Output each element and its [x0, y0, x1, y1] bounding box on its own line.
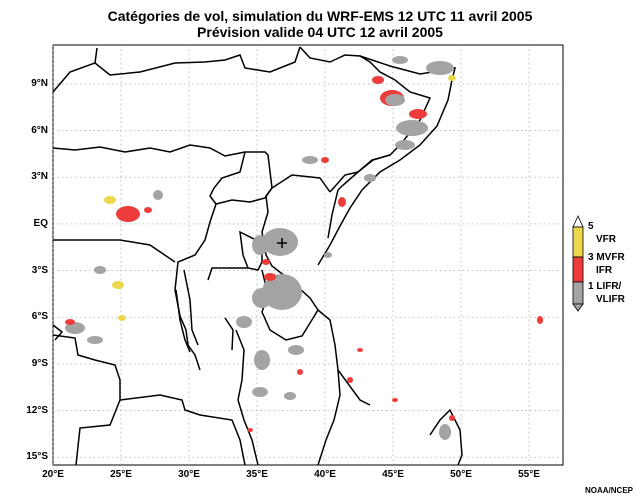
lifr-cell — [364, 174, 376, 182]
credit-label: NOAA/NCEP — [585, 486, 634, 495]
ifr-cell — [247, 428, 253, 432]
madagascar — [429, 408, 463, 466]
latitude-tick-label: 3°S — [31, 264, 48, 276]
mozambique-coast — [317, 369, 341, 466]
longitude-tick-label: 20°E — [42, 469, 64, 480]
lifr-cell — [262, 228, 298, 256]
longitude-tick-label: 45°E — [382, 469, 404, 480]
lifr-cell — [252, 387, 268, 397]
legend-bottom-arrow — [572, 303, 584, 312]
somalia-border — [327, 154, 391, 239]
ifr-cell — [264, 273, 276, 281]
drc-west-border — [53, 239, 176, 263]
legend-colorbar — [572, 215, 584, 312]
legend-top-arrow — [572, 215, 584, 228]
vfr-cell — [118, 315, 126, 321]
lifr-cell — [385, 94, 405, 106]
legend-label-vfr: VFR — [596, 234, 616, 245]
lifr-cell — [288, 345, 304, 355]
latitude-tick-label: 6°N — [31, 124, 48, 136]
lifr-cell — [94, 266, 106, 274]
legend-label-lifr: 1 LIFR/ — [588, 281, 622, 292]
lifr-cell — [254, 350, 270, 370]
ifr-cell — [357, 348, 363, 352]
vfr-cell — [448, 75, 456, 81]
ifr-cell — [144, 207, 152, 213]
east-africa-cells — [236, 228, 543, 440]
legend-label-ifr: IFR — [596, 265, 613, 276]
vfr-cell — [104, 196, 116, 204]
lifr-cell — [262, 274, 302, 310]
location-marker — [277, 238, 287, 248]
legend-label-mvfr: 3 MVFR — [588, 252, 625, 263]
lifr-cell — [439, 424, 451, 440]
legend-lifr-swatch — [572, 281, 584, 305]
lifr-cell — [396, 120, 428, 136]
tanzania-border — [207, 267, 371, 406]
latitude-tick-label: 15°S — [26, 451, 48, 463]
chad-car-border — [52, 144, 246, 157]
legend-vfr-swatch — [572, 226, 584, 258]
longitude-tick-label: 50°E — [450, 469, 472, 480]
latitude-tick-label: 6°S — [31, 311, 48, 323]
lifr-cell — [426, 61, 454, 75]
ifr-cell — [449, 415, 455, 421]
lifr-cell — [324, 252, 332, 258]
longitude-tick-label: 40°E — [314, 469, 336, 480]
latitude-tick-label: 9°S — [31, 357, 48, 369]
longitude-tick-label: 55°E — [518, 469, 540, 480]
legend-value-5: 5 — [588, 221, 594, 232]
lifr-cell — [392, 56, 408, 64]
uganda-kenya-border — [261, 187, 319, 311]
sudan-border — [52, 46, 301, 93]
ifr-cell — [297, 369, 303, 375]
lifr-cell — [236, 316, 252, 328]
lifr-cell — [252, 235, 268, 255]
latitude-tick-label: EQ — [33, 217, 48, 229]
lifr-cell — [252, 288, 272, 308]
vfr-cell — [112, 281, 124, 289]
angola-zambia-border — [52, 334, 246, 466]
country-borders — [52, 46, 463, 466]
ifr-cell — [537, 316, 543, 324]
flight-category-cells — [65, 56, 543, 440]
west-coast — [52, 324, 64, 341]
lifr-cell — [302, 156, 318, 164]
ifr-cell — [116, 206, 140, 222]
ethiopia-cells — [302, 56, 456, 207]
ifr-cell — [372, 76, 384, 84]
latitude-tick-label: 12°S — [26, 404, 48, 416]
ifr-cell — [338, 197, 346, 207]
lifr-cell — [87, 336, 103, 344]
legend-ifr-swatch — [572, 256, 584, 283]
ifr-cell — [409, 109, 427, 119]
ifr-cell — [347, 377, 353, 383]
lifr-cell — [395, 140, 415, 150]
ifr-cell — [65, 319, 75, 325]
lifr-cell — [153, 190, 163, 200]
lake-tanganyika — [175, 269, 199, 353]
latitude-tick-label: 3°N — [31, 171, 48, 183]
drc-east-border — [174, 203, 217, 371]
latitude-tick-label: 9°N — [31, 77, 48, 89]
map-subtitle: Prévision valide 04 UTC 12 avril 2005 — [197, 24, 443, 40]
longitude-tick-label: 35°E — [246, 469, 268, 480]
longitude-tick-label: 30°E — [178, 469, 200, 480]
ifr-cell — [262, 259, 270, 265]
malawi-region — [224, 317, 259, 466]
lifr-cell — [284, 392, 296, 400]
legend-label-vlifr: VLIFR — [596, 294, 625, 305]
central-africa-cells — [65, 190, 163, 344]
map-title: Catégories de vol, simulation du WRF-EMS… — [107, 8, 533, 24]
map-frame — [52, 44, 564, 466]
ifr-cell — [392, 398, 398, 402]
south-sudan-border — [209, 151, 331, 205]
longitude-tick-label: 25°E — [110, 469, 132, 480]
ifr-cell — [321, 157, 329, 163]
